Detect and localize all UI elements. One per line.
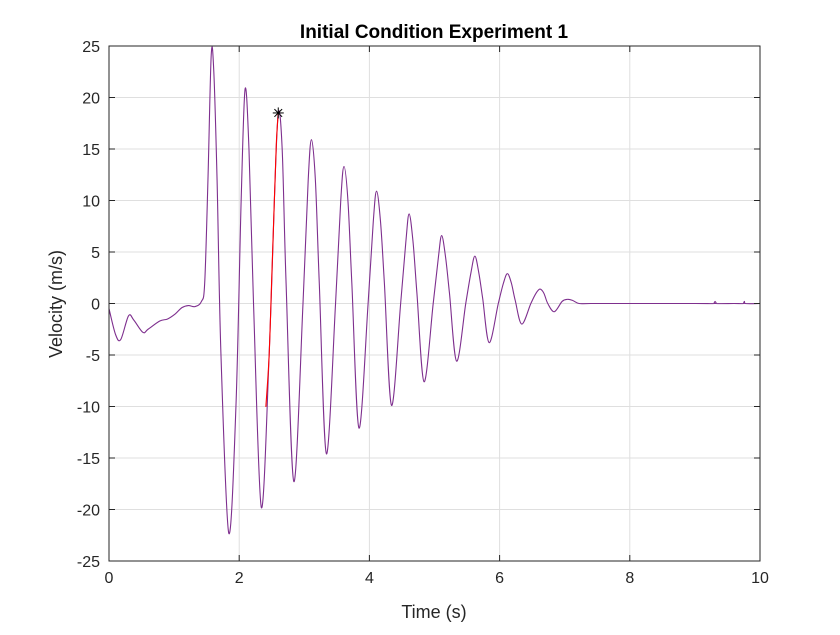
- velocity-series-line: [108, 46, 761, 535]
- x-tick-label: 0: [105, 570, 114, 587]
- x-tick-label: 2: [235, 570, 244, 587]
- x-axis-title: Time (s): [401, 602, 466, 622]
- y-tick-label: 15: [82, 142, 100, 159]
- marker-layer: [272, 107, 284, 119]
- x-tick-labels: 0 2 4 6 8 10: [105, 570, 769, 587]
- tick-marks: [108, 45, 761, 562]
- x-tick-label: 4: [365, 570, 374, 587]
- x-tick-label: 8: [625, 570, 634, 587]
- y-tick-label: -20: [77, 503, 100, 520]
- x-tick-label: 10: [751, 570, 769, 587]
- y-tick-labels: -25 -20 -15 -10 -5 0 5 10 15 20 25: [77, 39, 100, 571]
- y-axis-title: Velocity (m/s): [46, 250, 66, 358]
- y-tick-label: 10: [82, 194, 100, 211]
- y-tick-label: -25: [77, 554, 100, 571]
- highlight-segment-line: [265, 112, 279, 408]
- grid: [108, 45, 761, 562]
- series-layer: [108, 46, 761, 535]
- y-tick-label: -10: [77, 400, 100, 417]
- y-tick-label: 20: [82, 91, 100, 108]
- y-tick-label: 5: [91, 245, 100, 262]
- x-tick-label: 6: [495, 570, 504, 587]
- y-tick-label: 0: [91, 297, 100, 314]
- chart-title: Initial Condition Experiment 1: [300, 22, 569, 43]
- y-tick-label: -15: [77, 451, 100, 468]
- peak-star-marker: [272, 107, 284, 119]
- y-tick-label: 25: [82, 39, 100, 56]
- y-tick-label: -5: [86, 348, 100, 365]
